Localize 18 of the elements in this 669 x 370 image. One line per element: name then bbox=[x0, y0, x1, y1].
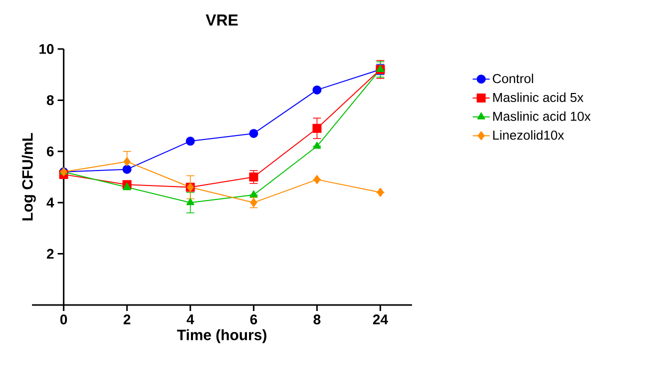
y-tick-label: 4 bbox=[46, 198, 54, 208]
y-tick-label: 2 bbox=[46, 248, 54, 259]
chart-title: VRE bbox=[206, 14, 238, 26]
y-tick-label: 10 bbox=[40, 44, 54, 54]
x-tick-label: 8 bbox=[314, 314, 320, 324]
legend-label: Linezolid10x bbox=[493, 130, 564, 140]
x-tick-label: 0 bbox=[60, 314, 67, 324]
y-tick-label: 8 bbox=[46, 95, 54, 106]
legend-label: Control bbox=[492, 74, 534, 84]
x-axis-title: Time (hours) bbox=[177, 329, 266, 344]
y-tick-label: 6 bbox=[46, 146, 54, 156]
x-tick-label: 24 bbox=[373, 314, 388, 324]
x-tick-label: 2 bbox=[124, 314, 130, 324]
legend-label: Maslinic acid 5x bbox=[493, 92, 584, 102]
x-tick-label: 4 bbox=[186, 314, 194, 324]
legend-label: Maslinic acid 10x bbox=[493, 111, 591, 121]
y-axis-title: Log CFU/mL bbox=[22, 133, 36, 220]
x-tick-label: 6 bbox=[250, 314, 258, 324]
